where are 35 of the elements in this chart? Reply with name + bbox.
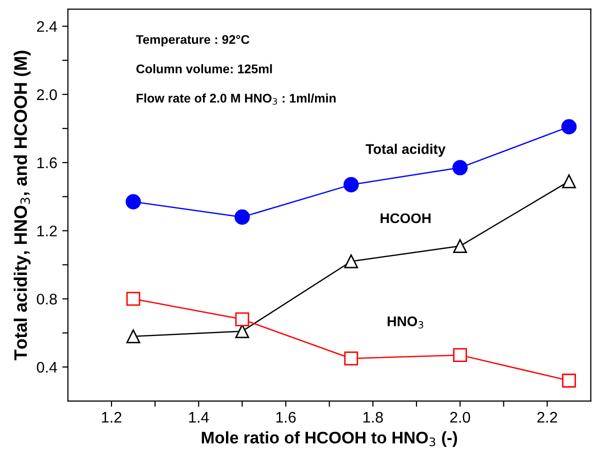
point bbox=[453, 348, 468, 362]
point bbox=[344, 352, 358, 366]
y-tick-label: 2.0 bbox=[37, 89, 57, 100]
annotation: Flow rate of 2.0 M HNO$_{3}$ : 1ml/min bbox=[136, 93, 336, 105]
x-tick-label: 1.8 bbox=[363, 412, 383, 423]
series-label: Total acidity bbox=[366, 144, 446, 157]
annotation: Column volume: 125ml bbox=[136, 64, 272, 74]
x-tick-label: 1.6 bbox=[276, 412, 296, 423]
x-axis-title: Mole ratio of HCOOH to HNO$_{3}$ (-) bbox=[202, 431, 458, 447]
y-axis-title: Total acidity, HNO$_{3}$, and HCOOH (M) bbox=[14, 50, 31, 360]
point bbox=[343, 177, 359, 192]
x-tick-label: 1.4 bbox=[189, 412, 209, 423]
point bbox=[344, 254, 358, 268]
point bbox=[235, 324, 250, 338]
point bbox=[562, 174, 576, 188]
x-tick-label: 2.2 bbox=[537, 412, 558, 423]
series-label: HCOOH bbox=[380, 213, 431, 224]
x-tick-label: 2.0 bbox=[450, 412, 470, 423]
point bbox=[126, 329, 140, 344]
point bbox=[562, 374, 576, 388]
series-label: HNO$_{3}$ bbox=[388, 316, 424, 329]
y-tick-label: 0.8 bbox=[36, 294, 57, 305]
point bbox=[234, 209, 250, 225]
x-tick-label: 1.2 bbox=[102, 412, 122, 423]
y-tick-label: 0.4 bbox=[36, 362, 58, 373]
point bbox=[452, 160, 468, 176]
point bbox=[561, 119, 577, 134]
annotation: Temperature : 92°C bbox=[136, 35, 250, 46]
y-tick-label: 2.4 bbox=[37, 21, 58, 32]
y-tick-label: 1.6 bbox=[37, 157, 57, 168]
point bbox=[126, 292, 140, 306]
point bbox=[453, 239, 468, 253]
point bbox=[126, 194, 141, 210]
y-tick-label: 1.2 bbox=[37, 226, 57, 236]
point bbox=[235, 312, 250, 326]
